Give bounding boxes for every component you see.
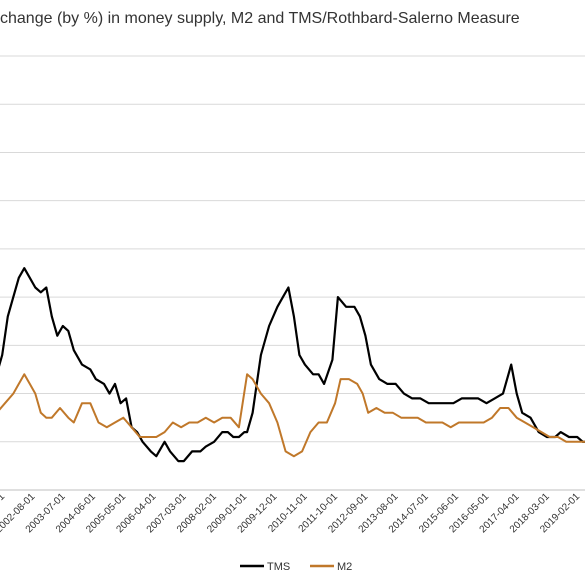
series-line-tms: [0, 267, 585, 463]
gridlines: [0, 55, 585, 491]
legend-label-tms: TMS: [267, 561, 290, 573]
series-line-m2: [0, 373, 585, 458]
chart-title: change (by %) in money supply, M2 and TM…: [0, 10, 520, 27]
x-tick-labels: 2001-09-012002-08-012003-07-012004-06-01…: [0, 491, 582, 535]
series-lines: [0, 267, 585, 463]
legend: TMS M2: [240, 561, 352, 573]
legend-label-m2: M2: [337, 561, 352, 573]
